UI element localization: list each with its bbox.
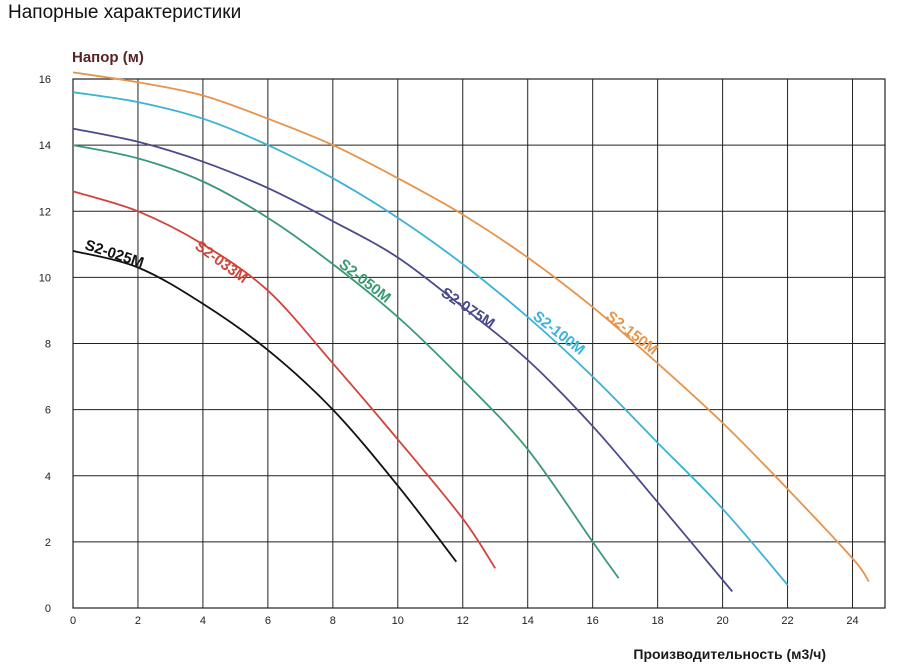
x-tick-label: 8 bbox=[330, 615, 336, 627]
curve-s2-075m bbox=[72, 127, 733, 593]
y-tick-label: 2 bbox=[45, 537, 51, 549]
x-tick-label: 14 bbox=[522, 615, 534, 627]
series-label-s2-025m: S2-025M bbox=[83, 237, 146, 272]
curve-s2-150m bbox=[72, 71, 870, 583]
page-title: Напорные характеристики bbox=[8, 2, 242, 23]
curves bbox=[72, 71, 870, 593]
series-label-s2-075m: S2-075M bbox=[438, 284, 498, 332]
x-tick-label: 4 bbox=[200, 615, 206, 627]
y-tick-label: 8 bbox=[45, 339, 51, 351]
series-label-s2-050m: S2-050M bbox=[336, 256, 394, 307]
x-tick-label: 22 bbox=[781, 615, 793, 627]
y-tick-label: 6 bbox=[45, 405, 51, 417]
x-tick-label: 10 bbox=[392, 615, 404, 627]
y-axis-label: Напор (м) bbox=[72, 49, 144, 66]
curve-s2-025m bbox=[72, 250, 458, 563]
x-tick-label: 18 bbox=[652, 615, 664, 627]
x-tick-label: 20 bbox=[716, 615, 728, 627]
x-tick-label: 16 bbox=[587, 615, 599, 627]
series-label-s2-033m: S2-033M bbox=[192, 237, 251, 287]
y-tick-label: 4 bbox=[45, 471, 51, 483]
y-tick-label: 12 bbox=[39, 206, 51, 218]
x-tick-label: 24 bbox=[846, 615, 858, 627]
curve-s2-033m bbox=[72, 190, 496, 569]
series-label-s2-100m: S2-100M bbox=[530, 308, 588, 359]
x-tick-label: 0 bbox=[70, 615, 76, 627]
y-tick-label: 10 bbox=[39, 272, 51, 284]
series-label-s2-150m: S2-150M bbox=[603, 308, 661, 359]
x-tick-label: 12 bbox=[457, 615, 469, 627]
y-tick-label: 16 bbox=[39, 74, 51, 86]
curve-s2-100m bbox=[72, 91, 789, 586]
y-tick-label: 0 bbox=[45, 603, 51, 615]
y-tick-label: 14 bbox=[39, 140, 51, 152]
x-tick-label: 6 bbox=[265, 615, 271, 627]
grid bbox=[72, 78, 886, 609]
x-tick-label: 2 bbox=[135, 615, 141, 627]
series-labels: S2-025M S2-033M S2-050M S2-075M S2-100M S2-15… bbox=[83, 237, 661, 359]
x-axis-label: Производительность (м3/ч) bbox=[633, 646, 826, 662]
curve-s2-050m bbox=[72, 144, 620, 579]
